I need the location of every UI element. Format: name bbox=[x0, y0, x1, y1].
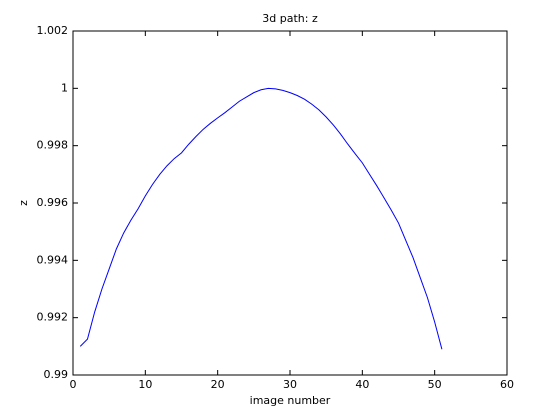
y-tick-label: 0.992 bbox=[37, 311, 69, 324]
y-tick-label: 0.996 bbox=[37, 196, 69, 209]
x-tick-label: 30 bbox=[283, 378, 297, 391]
x-axis-label: image number bbox=[250, 394, 331, 407]
line bbox=[79, 87, 443, 350]
y-tick-label: 0.998 bbox=[37, 139, 69, 152]
y-tick-label: 1 bbox=[61, 81, 68, 94]
y-axis-label: z bbox=[17, 200, 30, 206]
chart-title: 3d path: z bbox=[262, 12, 318, 25]
y-tick-label: 1.002 bbox=[37, 24, 69, 37]
x-tick-label: 20 bbox=[211, 378, 225, 391]
x-tick-label: 50 bbox=[428, 378, 442, 391]
y-tick-label: 0.99 bbox=[44, 368, 69, 381]
x-tick-label: 0 bbox=[70, 378, 77, 391]
x-tick-label: 40 bbox=[355, 378, 369, 391]
plot-frame bbox=[72, 30, 508, 376]
x-tick-label: 60 bbox=[500, 378, 514, 391]
x-tick-label: 10 bbox=[138, 378, 152, 391]
y-tick-label: 0.994 bbox=[37, 253, 69, 266]
